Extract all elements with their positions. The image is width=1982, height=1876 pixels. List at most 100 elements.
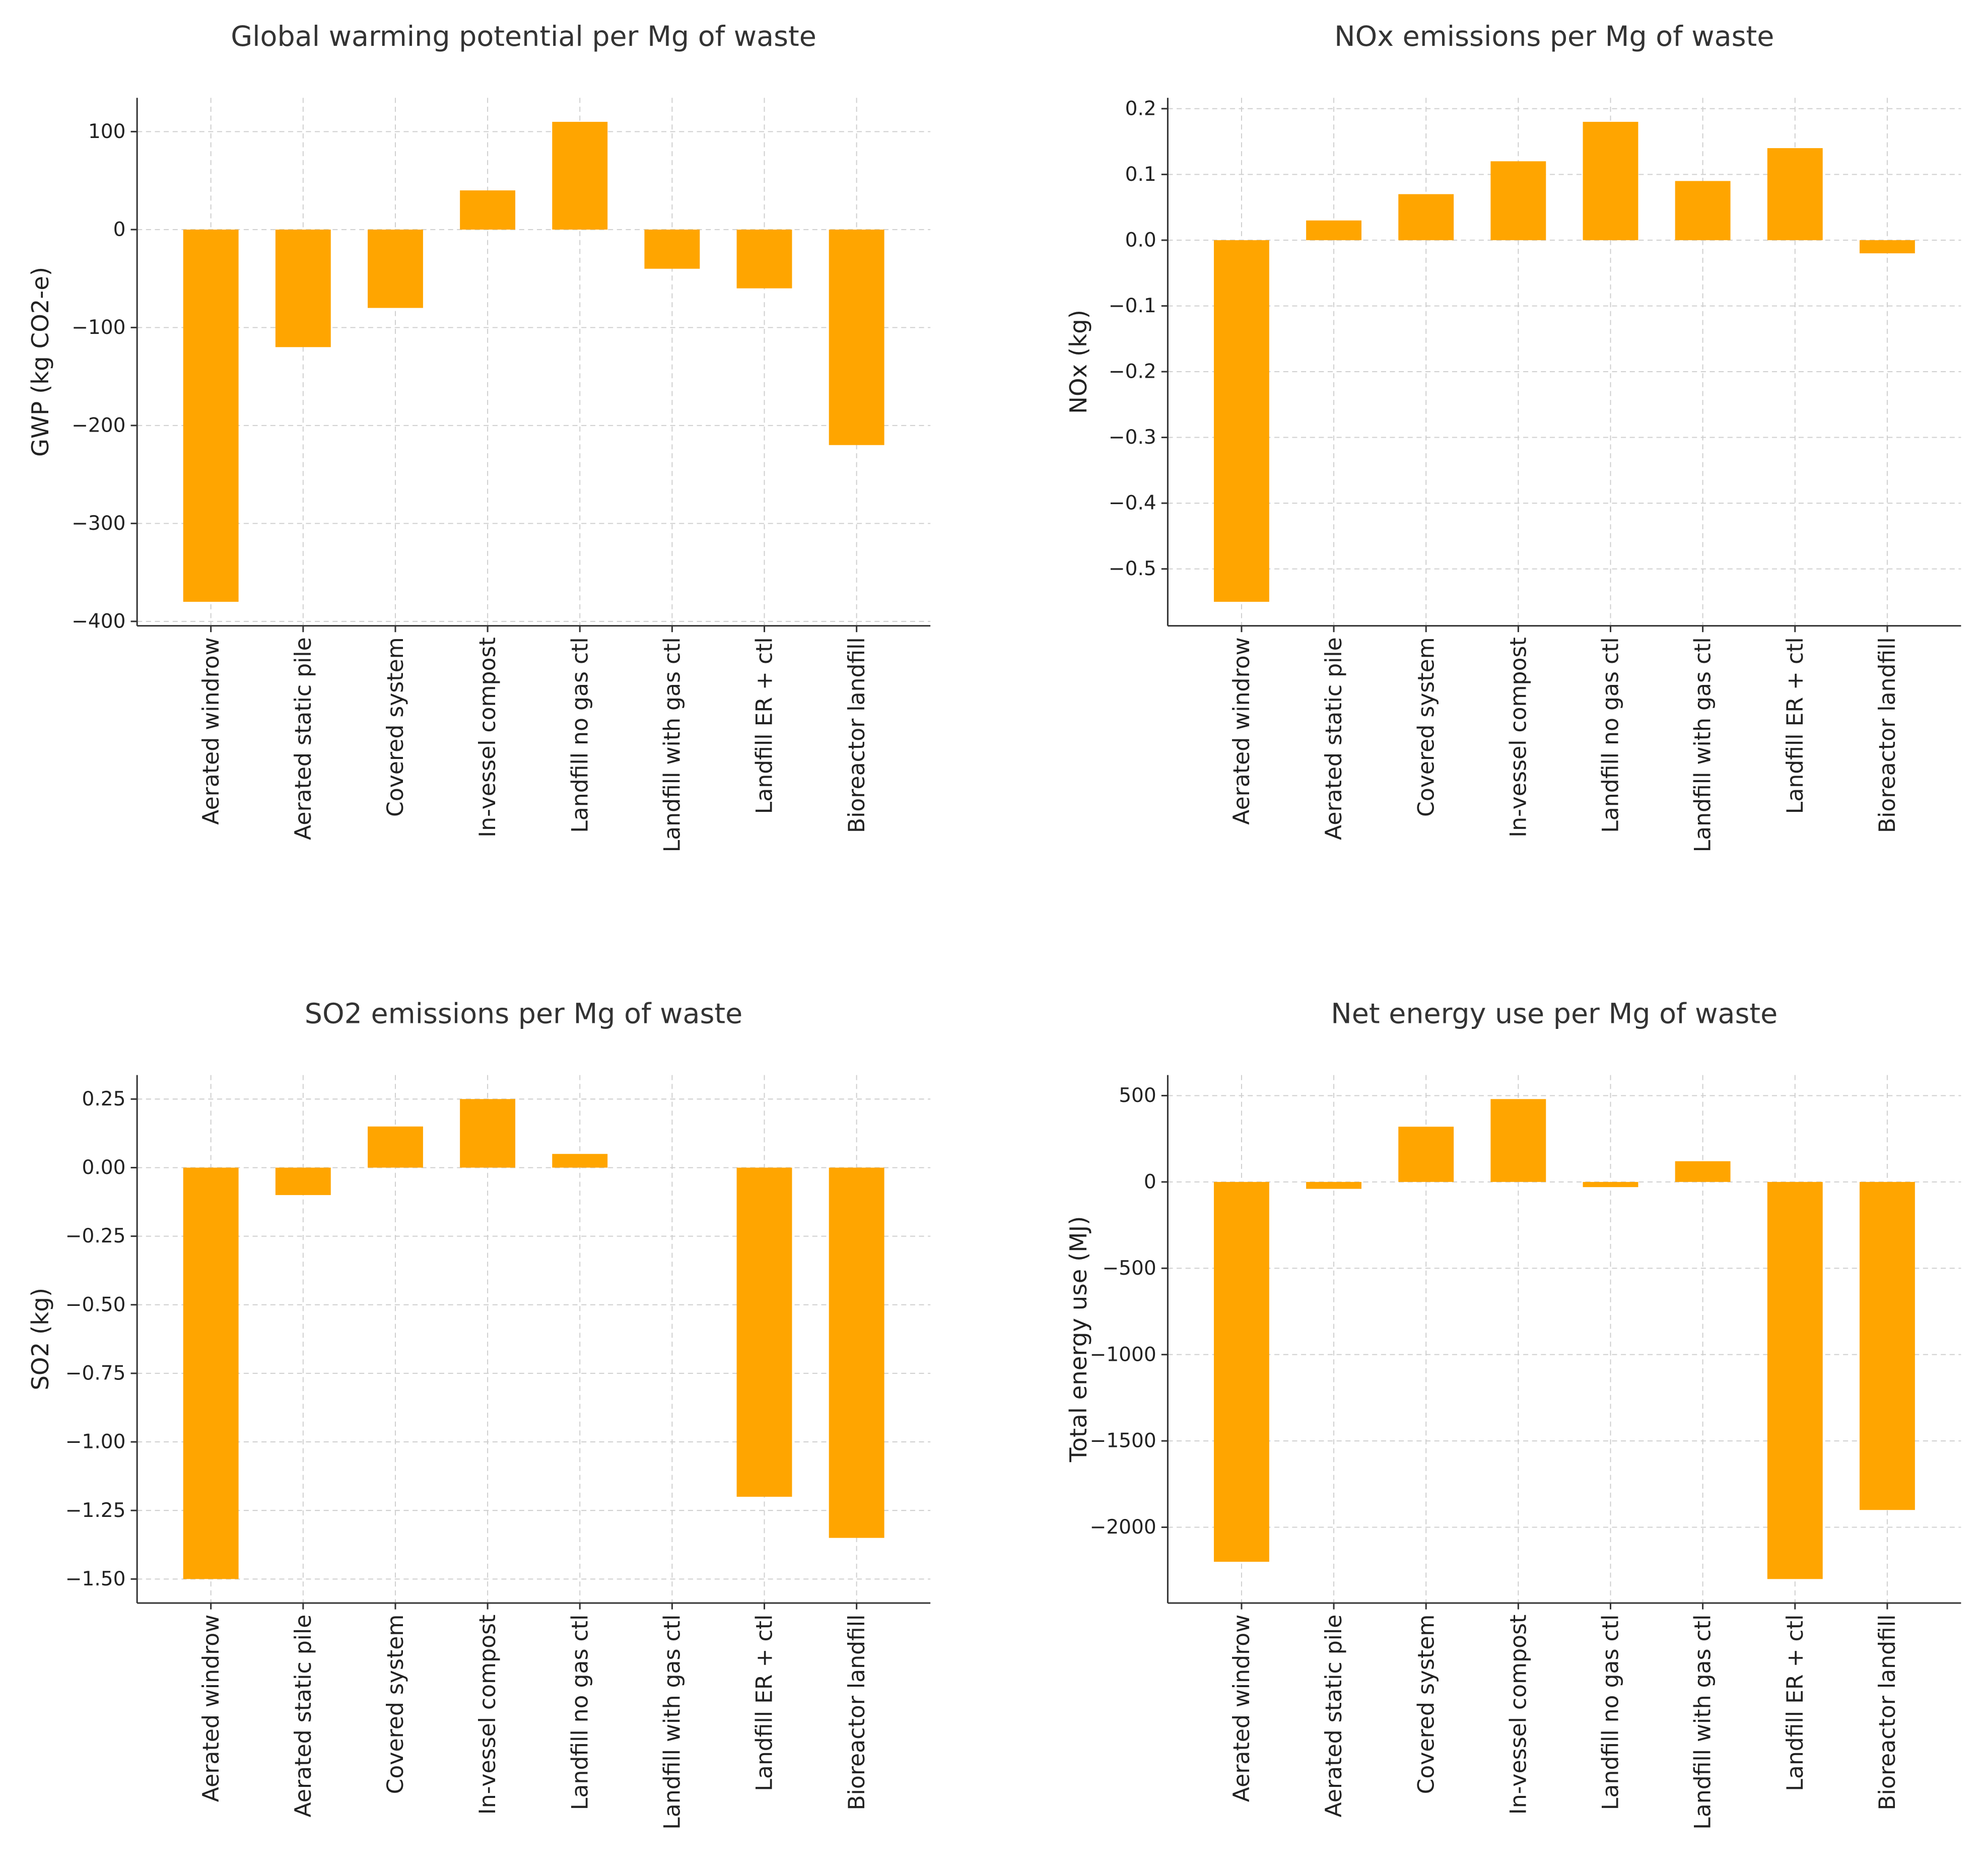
bar-6 [1675,1161,1731,1182]
bar-5 [552,121,608,230]
y-axis-label: Total energy use (MJ) [1065,1216,1092,1463]
bar-3 [368,1126,423,1168]
bar-1 [1213,240,1269,602]
x-tick-label: Landfill no gas ctl [567,1615,593,1811]
x-tick-label: Aerated windrow [1229,1615,1255,1802]
x-tick-label: Aerated windrow [198,1615,224,1802]
y-axis-label: SO2 (kg) [27,1288,54,1391]
chart-title: Net energy use per Mg of waste [1331,998,1778,1030]
bar-4 [1490,1099,1546,1182]
bar-2 [275,229,331,348]
y-tick-label: −0.1 [1109,295,1156,317]
bar-6 [1675,181,1731,240]
y-tick-label: −0.50 [65,1293,126,1316]
x-tick-label: Landfill ER + ctl [1783,637,1808,814]
y-tick-label: −1500 [1090,1430,1156,1452]
y-tick-label: −1.25 [65,1499,126,1522]
y-tick-label: 0.0 [1125,229,1156,251]
chart-title: Global warming potential per Mg of waste [231,21,816,53]
chart-1: 100 0 −100 −200 −300 −400 Aerated windrow Aerat… [27,21,931,852]
x-tick-label: Landfill ER + ctl [752,637,778,814]
y-axis-label: GWP (kg CO2-e) [27,267,54,457]
x-tick-label: Aerated static pile [1321,1615,1347,1818]
bar-3 [1398,1127,1454,1182]
x-tick-label: Bioreactor landfill [844,1615,870,1811]
bar-1 [183,229,239,602]
x-tick-label: Covered system [383,637,408,817]
x-tick-label: In-vessel compost [475,1615,501,1815]
y-tick-label: −500 [1102,1257,1156,1280]
bar-7 [1767,1182,1823,1579]
x-tick-label: Landfill no gas ctl [1598,637,1624,833]
bar-8 [1859,240,1915,254]
bar-1 [1213,1182,1269,1562]
x-tick-label: Bioreactor landfill [1875,637,1900,833]
bar-6 [644,229,700,269]
x-tick-label: In-vessel compost [1506,1615,1531,1815]
y-tick-label: −300 [72,512,125,535]
y-tick-label: −100 [72,316,125,339]
x-tick-label: Landfill with gas ctl [659,637,685,852]
y-tick-label: −0.4 [1109,492,1156,515]
bar-7 [736,229,792,289]
x-tick-label: Aerated windrow [198,637,224,825]
bar-7 [1767,148,1823,240]
x-tick-label: Landfill no gas ctl [1598,1615,1624,1811]
x-tick-label: Bioreactor landfill [844,637,870,833]
chart-title: NOx emissions per Mg of waste [1334,21,1774,53]
x-tick-label: Covered system [383,1615,408,1794]
y-tick-label: 500 [1119,1084,1156,1107]
y-tick-label: 0 [1144,1170,1156,1193]
bar-8 [829,1167,884,1538]
y-tick-label: 0.1 [1125,163,1156,186]
y-tick-label: −0.5 [1109,558,1156,580]
y-tick-label: 0.25 [82,1088,126,1110]
bar-4 [460,190,516,230]
bar-5 [1583,1182,1638,1188]
x-tick-label: Aerated static pile [291,637,316,840]
x-tick-label: Aerated windrow [1229,637,1255,825]
y-tick-label: −2000 [1090,1516,1156,1539]
bar-1 [183,1167,239,1579]
bar-2 [1306,220,1362,240]
y-tick-label: 100 [88,120,126,143]
bar-2 [1306,1182,1362,1189]
y-tick-label: −200 [72,414,125,437]
bar-3 [368,229,423,308]
chart-2: 0.2 0.1 0.0 −0.1 −0.2 −0.3 −0.4 −0.5 Aerated win… [1065,21,1961,852]
chart-3: 0.25 0.00 −0.25 −0.50 −0.75 −1.00 −1.25 −1.50 Ae… [27,998,931,1830]
y-tick-label: −0.25 [65,1225,126,1247]
y-tick-label: −0.2 [1109,361,1156,383]
x-tick-label: Landfill with gas ctl [659,1615,685,1830]
x-tick-label: Aerated static pile [291,1615,316,1818]
y-tick-label: −400 [72,610,125,633]
x-tick-label: In-vessel compost [1506,637,1531,838]
y-tick-label: −0.3 [1109,426,1156,449]
x-tick-label: Aerated static pile [1321,637,1347,840]
y-axis-label: NOx (kg) [1065,310,1092,414]
bar-5 [552,1154,608,1168]
bar-8 [829,229,884,445]
y-tick-label: −1.50 [65,1568,126,1590]
x-tick-label: Landfill ER + ctl [1783,1615,1808,1791]
bar-8 [1859,1182,1915,1510]
x-tick-label: Covered system [1413,637,1439,817]
x-tick-label: Covered system [1413,1615,1439,1794]
y-tick-label: 0 [113,218,126,241]
x-tick-label: In-vessel compost [475,637,501,838]
bar-4 [1490,161,1546,240]
bar-2 [275,1167,331,1195]
y-tick-label: 0.00 [82,1156,126,1179]
chart-title: SO2 emissions per Mg of waste [305,998,742,1030]
x-tick-label: Landfill with gas ctl [1690,1615,1716,1830]
bar-7 [736,1167,792,1497]
y-tick-label: 0.2 [1125,97,1156,120]
bar-4 [460,1099,516,1168]
y-tick-label: −1.00 [65,1431,126,1453]
x-tick-label: Landfill with gas ctl [1690,637,1716,852]
bar-5 [1583,121,1638,240]
y-tick-label: −1000 [1090,1343,1156,1366]
x-tick-label: Landfill no gas ctl [567,637,593,833]
x-tick-label: Landfill ER + ctl [752,1615,778,1791]
